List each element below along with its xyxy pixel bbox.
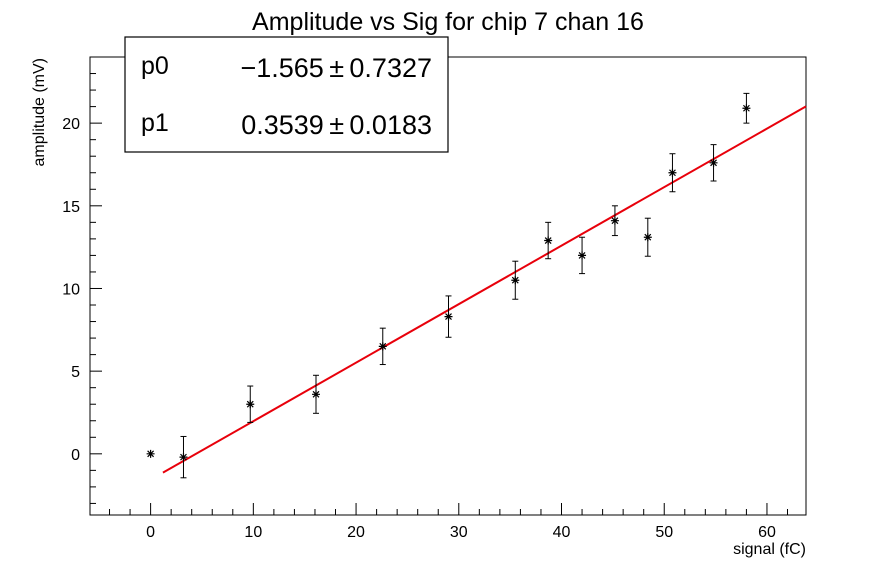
x-axis: 0 10 20 30 40 50 60	[109, 503, 789, 541]
data-point	[578, 236, 587, 275]
star-marker	[610, 216, 619, 225]
x-tick-label: 40	[553, 524, 571, 541]
y-axis-label: amplitude (mV)	[31, 58, 48, 166]
star-marker	[643, 233, 652, 242]
star-marker	[544, 236, 553, 245]
stats-p1-value: 0.3539 ± 0.0183	[241, 110, 432, 140]
stats-p0-name: p0	[141, 52, 169, 80]
data-point	[709, 144, 718, 182]
data-point	[610, 205, 619, 237]
star-marker	[378, 342, 387, 351]
x-tick-label: 0	[146, 524, 155, 541]
star-marker	[709, 158, 718, 167]
y-tick-label: 5	[71, 364, 80, 381]
data-point	[511, 260, 520, 300]
data-point	[544, 221, 553, 260]
star-marker	[511, 276, 520, 285]
data-point	[742, 92, 751, 124]
star-marker	[742, 104, 751, 113]
fit-stats-box: p0 −1.565 ± 0.7327 p1 0.3539 ± 0.0183	[124, 36, 449, 153]
x-tick-label: 50	[655, 524, 673, 541]
y-tick-label: 0	[71, 447, 80, 464]
data-point	[378, 327, 387, 366]
data-point	[179, 435, 188, 479]
data-point	[311, 374, 320, 414]
star-marker	[179, 453, 188, 462]
data-point	[246, 385, 255, 423]
y-tick-label: 10	[62, 281, 80, 298]
y-tick-label: 15	[62, 199, 80, 216]
star-marker	[444, 312, 453, 321]
data-point	[444, 295, 453, 338]
star-marker	[246, 400, 255, 409]
x-tick-label: 60	[758, 524, 776, 541]
fit-line	[162, 105, 807, 474]
data-point	[668, 153, 677, 193]
x-tick-label: 20	[347, 524, 365, 541]
x-tick-label: 30	[450, 524, 468, 541]
y-tick-label: 20	[62, 116, 80, 133]
stats-box-border	[124, 36, 449, 153]
x-tick-label: 10	[244, 524, 262, 541]
x-axis-label: signal (fC)	[733, 541, 806, 558]
chart-title: Amplitude vs Sig for chip 7 chan 16	[252, 8, 644, 36]
star-marker	[311, 390, 320, 399]
y-axis: 0 5 10 15 20	[62, 56, 102, 504]
star-marker	[146, 449, 155, 458]
stats-p1-name: p1	[141, 109, 169, 137]
data-point	[146, 449, 155, 458]
star-marker	[578, 251, 587, 260]
data-points	[146, 92, 751, 479]
star-marker	[668, 168, 677, 177]
data-point	[643, 217, 652, 257]
stats-p0-value: −1.565 ± 0.7327	[240, 53, 432, 83]
fit-line-group	[162, 105, 807, 474]
